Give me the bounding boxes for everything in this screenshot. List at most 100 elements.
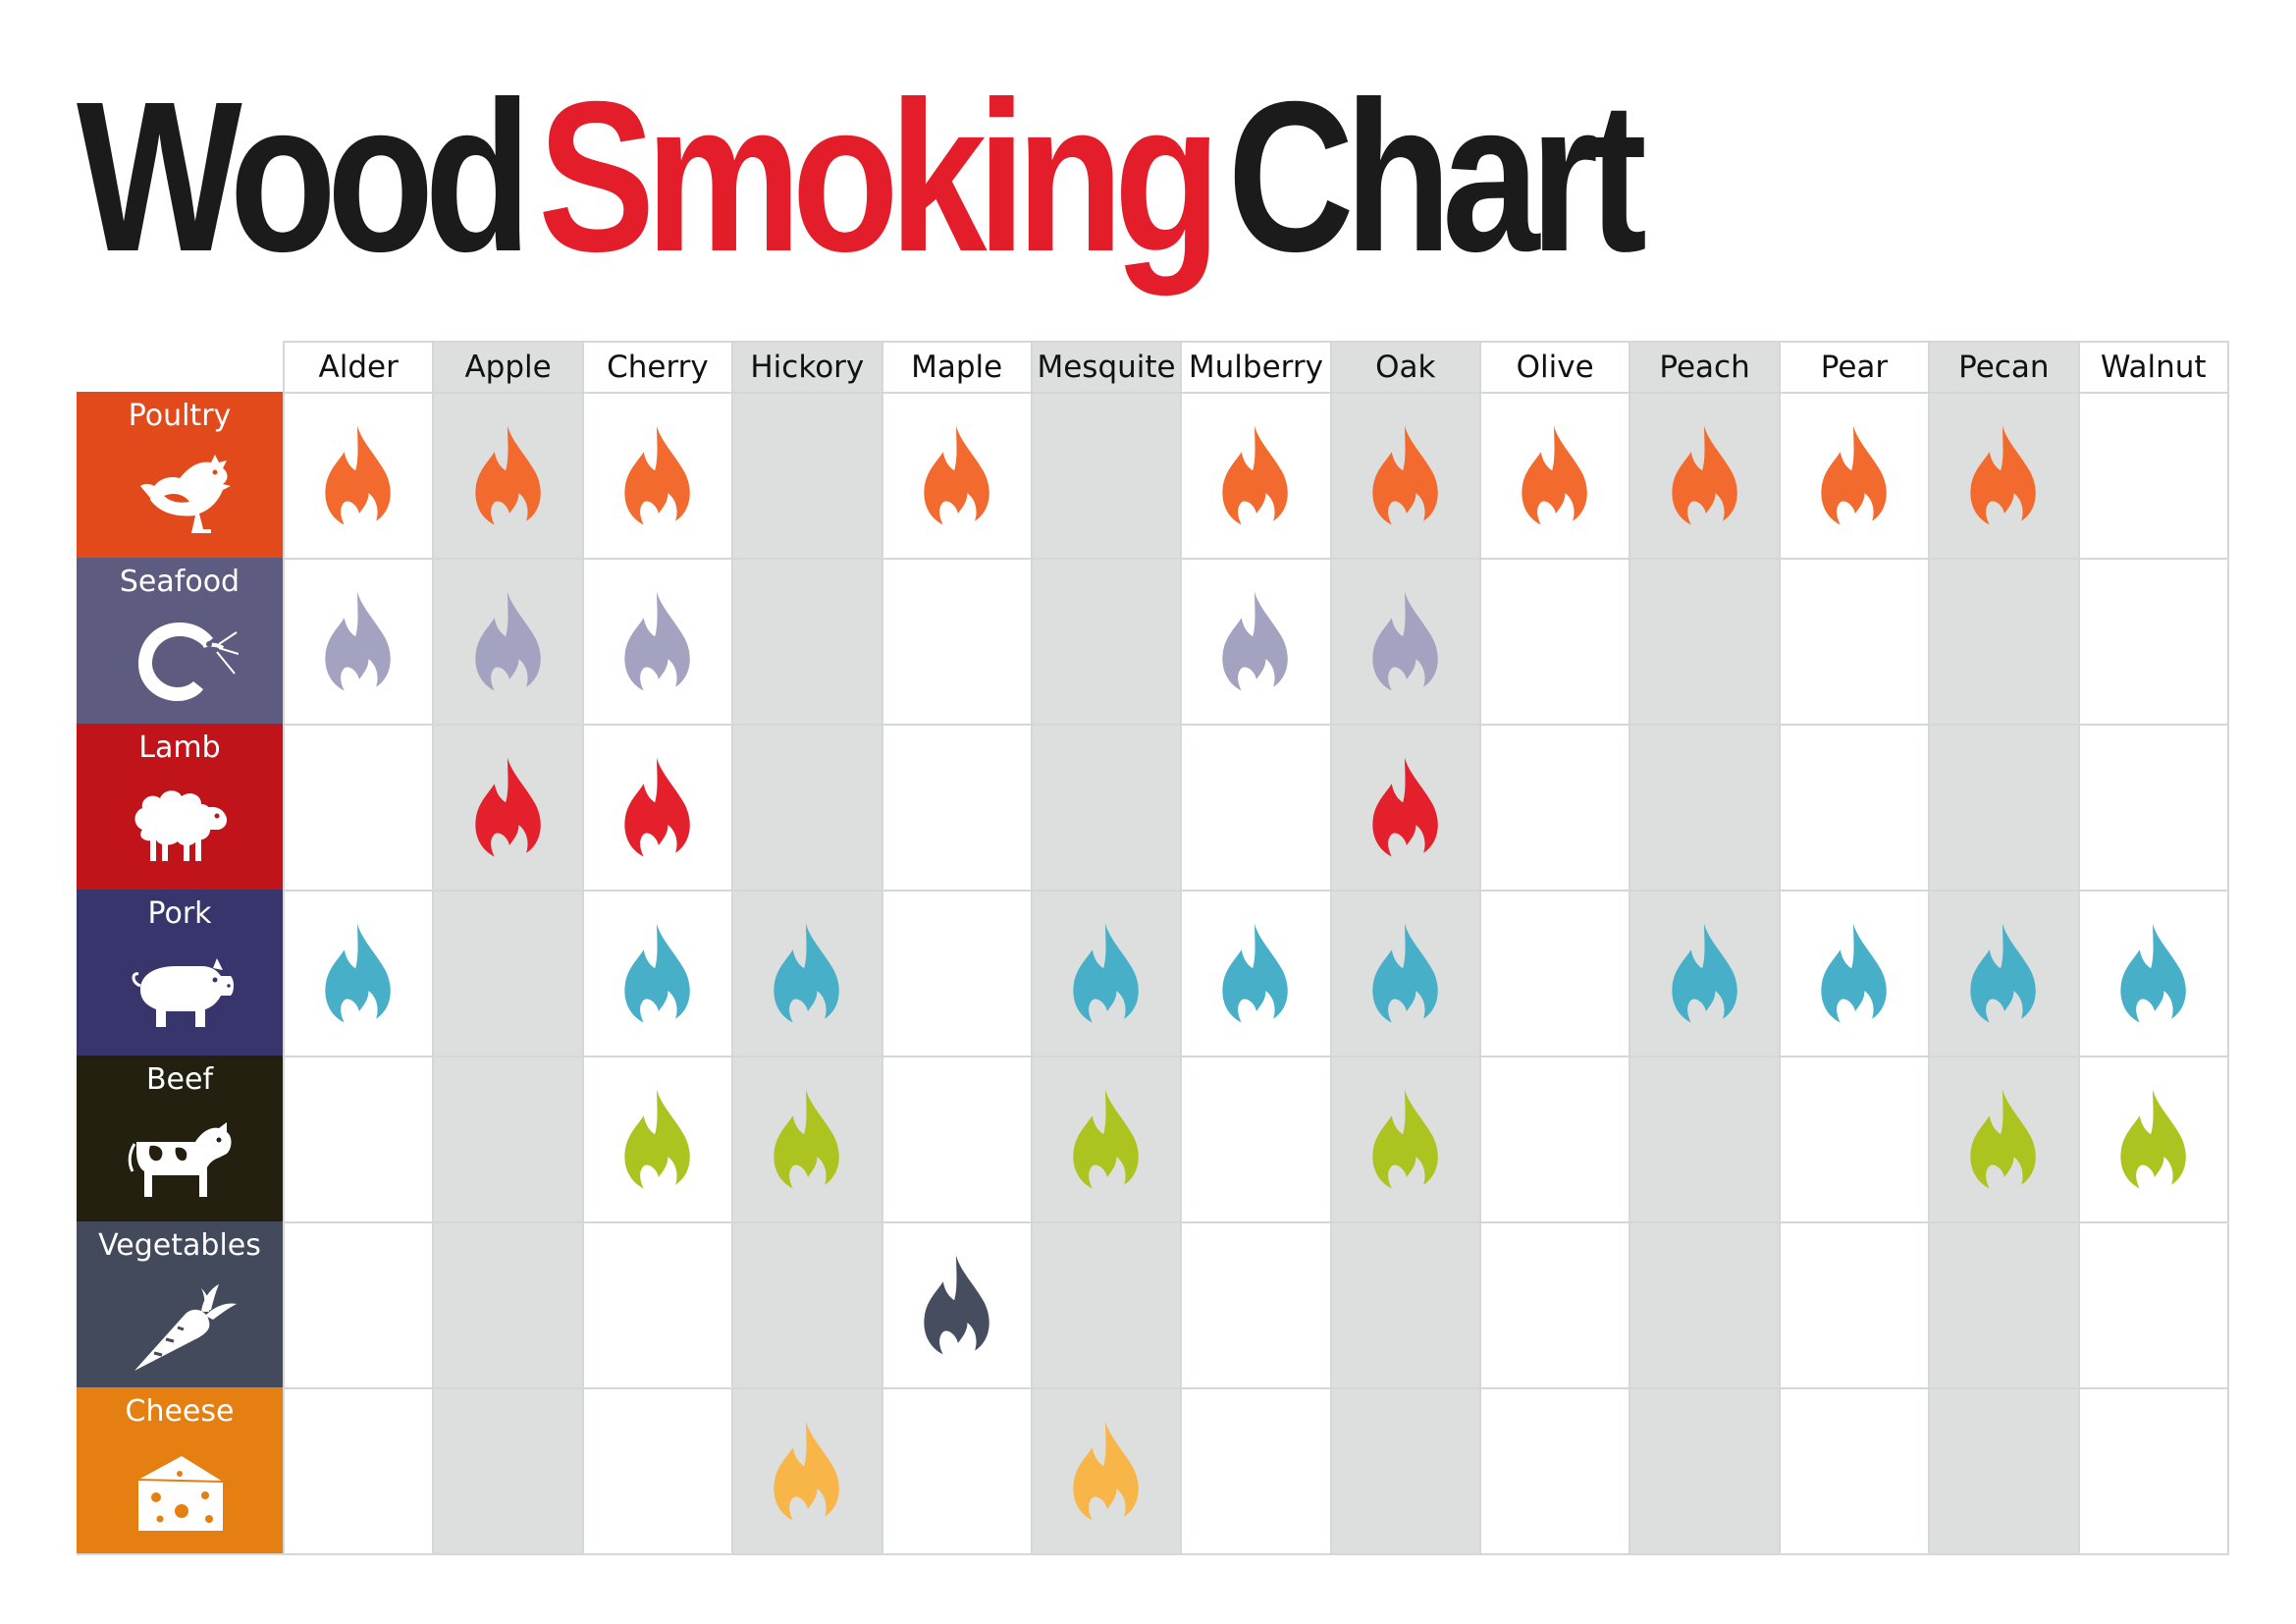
column-header-mulberry: Mulberry xyxy=(1180,341,1330,392)
cell-seafood-pecan xyxy=(1928,558,2078,724)
column-header-cherry: Cherry xyxy=(581,341,732,392)
cell-lamb-mulberry xyxy=(1180,724,1330,890)
cell-seafood-peach xyxy=(1629,558,1779,724)
cell-beef-peach xyxy=(1629,1056,1779,1221)
cell-vegetables-walnut xyxy=(2077,1221,2227,1387)
flame-icon xyxy=(1372,757,1438,856)
cell-lamb-mesquite xyxy=(1030,724,1181,890)
chicken-icon xyxy=(140,455,231,533)
cell-lamb-hickory xyxy=(731,724,881,890)
cell-lamb-cherry xyxy=(581,724,732,890)
cell-vegetables-mulberry xyxy=(1180,1221,1330,1387)
column-header-hickory: Hickory xyxy=(731,341,881,392)
flame-icon xyxy=(474,591,541,690)
flame-icon xyxy=(1073,1421,1139,1520)
cell-lamb-peach xyxy=(1629,724,1779,890)
cell-poultry-hickory xyxy=(731,392,881,558)
column-header-pecan: Pecan xyxy=(1928,341,2078,392)
row-header-seafood: Seafood xyxy=(77,558,283,724)
cell-beef-alder xyxy=(283,1056,433,1221)
cell-poultry-maple xyxy=(881,392,1031,558)
cell-lamb-maple xyxy=(881,724,1031,890)
flame-icon xyxy=(624,757,690,856)
flame-icon xyxy=(624,1089,690,1188)
cell-poultry-olive xyxy=(1479,392,1629,558)
cell-poultry-pecan xyxy=(1928,392,2078,558)
column-header-mesquite: Mesquite xyxy=(1030,341,1181,392)
cell-pork-mesquite xyxy=(1030,890,1181,1056)
cell-beef-apple xyxy=(432,1056,582,1221)
row-label: Beef xyxy=(145,1062,214,1097)
cell-pork-pear xyxy=(1778,890,1929,1056)
cell-cheese-peach xyxy=(1629,1387,1779,1553)
cell-vegetables-mesquite xyxy=(1030,1221,1181,1387)
cell-cheese-mulberry xyxy=(1180,1387,1330,1553)
flame-icon xyxy=(1372,591,1438,690)
cell-pork-oak xyxy=(1329,890,1479,1056)
row-header-cheese: Cheese xyxy=(77,1387,283,1553)
flame-icon xyxy=(924,425,989,524)
cell-cheese-olive xyxy=(1479,1387,1629,1553)
column-header-maple: Maple xyxy=(881,341,1031,392)
column-header-walnut: Walnut xyxy=(2077,341,2227,392)
cell-poultry-mesquite xyxy=(1030,392,1181,558)
cell-vegetables-hickory xyxy=(731,1221,881,1387)
cell-cheese-pecan xyxy=(1928,1387,2078,1553)
flame-icon xyxy=(774,923,840,1022)
cell-beef-mesquite xyxy=(1030,1056,1181,1221)
cell-pork-walnut xyxy=(2077,890,2227,1056)
column-header-olive: Olive xyxy=(1479,341,1629,392)
cell-beef-pecan xyxy=(1928,1056,2078,1221)
pig-icon xyxy=(132,958,234,1027)
cell-seafood-mulberry xyxy=(1180,558,1330,724)
cell-beef-pear xyxy=(1778,1056,1929,1221)
cell-beef-walnut xyxy=(2077,1056,2227,1221)
cheese-icon xyxy=(137,1456,224,1531)
flame-icon xyxy=(325,425,391,524)
column-header-alder: Alder xyxy=(283,341,433,392)
cell-cheese-pear xyxy=(1778,1387,1929,1553)
cell-cheese-hickory xyxy=(731,1387,881,1553)
cell-pork-cherry xyxy=(581,890,732,1056)
title-word-wood: Wood xyxy=(77,58,532,297)
flame-icon xyxy=(624,591,690,690)
cell-pork-pecan xyxy=(1928,890,2078,1056)
flame-icon xyxy=(1671,425,1737,524)
cell-seafood-mesquite xyxy=(1030,558,1181,724)
cell-poultry-walnut xyxy=(2077,392,2227,558)
cell-lamb-apple xyxy=(432,724,582,890)
cell-vegetables-oak xyxy=(1329,1221,1479,1387)
row-header-poultry: Poultry xyxy=(77,392,283,558)
cell-poultry-apple xyxy=(432,392,582,558)
cell-lamb-pear xyxy=(1778,724,1929,890)
grid-corner xyxy=(77,341,283,392)
cell-lamb-pecan xyxy=(1928,724,2078,890)
cell-poultry-mulberry xyxy=(1180,392,1330,558)
cell-poultry-cherry xyxy=(581,392,732,558)
column-header-oak: Oak xyxy=(1329,341,1479,392)
cell-seafood-apple xyxy=(432,558,582,724)
flame-icon xyxy=(1671,923,1737,1022)
flame-icon xyxy=(1073,923,1139,1022)
flame-icon xyxy=(1222,591,1289,690)
sheep-icon xyxy=(134,790,227,861)
cell-lamb-alder xyxy=(283,724,433,890)
row-header-pork: Pork xyxy=(77,890,283,1056)
flame-icon xyxy=(1821,923,1887,1022)
title-word-chart: Chart xyxy=(1227,58,1646,297)
cell-pork-apple xyxy=(432,890,582,1056)
cell-vegetables-alder xyxy=(283,1221,433,1387)
flame-icon xyxy=(774,1089,840,1188)
flame-icon xyxy=(1970,425,2037,524)
flame-icon xyxy=(624,425,690,524)
flame-icon xyxy=(2120,1089,2186,1188)
flame-icon xyxy=(624,923,690,1022)
cell-pork-olive xyxy=(1479,890,1629,1056)
cell-cheese-walnut xyxy=(2077,1387,2227,1553)
cell-vegetables-maple xyxy=(881,1221,1031,1387)
cell-cheese-mesquite xyxy=(1030,1387,1181,1553)
cell-pork-peach xyxy=(1629,890,1779,1056)
cell-beef-maple xyxy=(881,1056,1031,1221)
cell-seafood-cherry xyxy=(581,558,732,724)
cell-seafood-olive xyxy=(1479,558,1629,724)
